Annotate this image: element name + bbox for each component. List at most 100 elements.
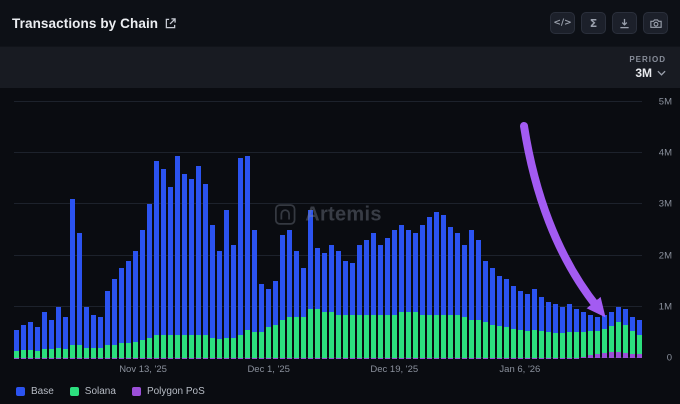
bar-oct-28[interactable] [28, 102, 33, 358]
bar-jan-14[interactable] [574, 102, 579, 358]
bar-jan-16[interactable] [588, 102, 593, 358]
bar-jan-6[interactable] [518, 102, 523, 358]
bar-jan-22[interactable] [630, 102, 635, 358]
bar-dec-30[interactable] [469, 102, 474, 358]
screenshot-button[interactable] [643, 12, 668, 34]
bar-nov-24[interactable] [217, 102, 222, 358]
bar-dec-29[interactable] [462, 102, 467, 358]
bar-nov-8[interactable] [105, 102, 110, 358]
bar-nov-18[interactable] [175, 102, 180, 358]
bar-nov-10[interactable] [119, 102, 124, 358]
bar-nov-27[interactable] [238, 102, 243, 358]
bar-dec-20[interactable] [399, 102, 404, 358]
bar-dec-15[interactable] [364, 102, 369, 358]
bar-dec-6[interactable] [301, 102, 306, 358]
bar-jan-20[interactable] [616, 102, 621, 358]
bars-container[interactable] [14, 102, 642, 358]
bar-nov-21[interactable] [196, 102, 201, 358]
period-select[interactable]: 3M [635, 66, 666, 80]
bar-dec-5[interactable] [294, 102, 299, 358]
bar-nov-11[interactable] [126, 102, 131, 358]
bar-dec-14[interactable] [357, 102, 362, 358]
bar-jan-3[interactable] [497, 102, 502, 358]
bar-dec-23[interactable] [420, 102, 425, 358]
bar-dec-7[interactable] [308, 102, 313, 358]
bar-dec-1[interactable] [266, 102, 271, 358]
bar-jan-17[interactable] [595, 102, 600, 358]
bar-dec-16[interactable] [371, 102, 376, 358]
bar-jan-13[interactable] [567, 102, 572, 358]
bar-oct-30[interactable] [42, 102, 47, 358]
bar-nov-28[interactable] [245, 102, 250, 358]
formula-button[interactable]: Σ [581, 12, 606, 34]
bar-dec-19[interactable] [392, 102, 397, 358]
bar-dec-28[interactable] [455, 102, 460, 358]
bar-nov-3[interactable] [70, 102, 75, 358]
bar-jan-23[interactable] [637, 102, 642, 358]
bar-dec-25[interactable] [434, 102, 439, 358]
bar-jan-18[interactable] [602, 102, 607, 358]
external-link-icon[interactable] [165, 17, 176, 29]
bar-jan-15[interactable] [581, 102, 586, 358]
bar-nov-6[interactable] [91, 102, 96, 358]
bar-nov-14[interactable] [147, 102, 152, 358]
bar-jan-8[interactable] [532, 102, 537, 358]
bar-dec-13[interactable] [350, 102, 355, 358]
bar-nov-25[interactable] [224, 102, 229, 358]
bar-nov-30[interactable] [259, 102, 264, 358]
legend-item-solana[interactable]: Solana [69, 386, 116, 397]
bar-dec-26[interactable] [441, 102, 446, 358]
bar-nov-26[interactable] [231, 102, 236, 358]
bar-nov-5[interactable] [84, 102, 89, 358]
bar-nov-9[interactable] [112, 102, 117, 358]
bar-jan-2[interactable] [490, 102, 495, 358]
bar-dec-31[interactable] [476, 102, 481, 358]
bar-nov-29[interactable] [252, 102, 257, 358]
legend-item-polygon-pos[interactable]: Polygon PoS [131, 386, 205, 397]
bar-dec-24[interactable] [427, 102, 432, 358]
bar-jan-10[interactable] [546, 102, 551, 358]
bar-nov-7[interactable] [98, 102, 103, 358]
bar-dec-10[interactable] [329, 102, 334, 358]
bar-jan-7[interactable] [525, 102, 530, 358]
bar-jan-12[interactable] [560, 102, 565, 358]
bar-dec-9[interactable] [322, 102, 327, 358]
legend-item-base[interactable]: Base [16, 386, 54, 397]
bar-oct-31[interactable] [49, 102, 54, 358]
bar-jan-5[interactable] [511, 102, 516, 358]
bar-dec-21[interactable] [406, 102, 411, 358]
bar-dec-12[interactable] [343, 102, 348, 358]
embed-code-button[interactable]: </> [550, 12, 575, 34]
bar-nov-12[interactable] [133, 102, 138, 358]
bar-nov-4[interactable] [77, 102, 82, 358]
bar-nov-23[interactable] [210, 102, 215, 358]
bar-jan-19[interactable] [609, 102, 614, 358]
bar-nov-17[interactable] [168, 102, 173, 358]
bar-jan-11[interactable] [553, 102, 558, 358]
bar-jan-9[interactable] [539, 102, 544, 358]
bar-nov-22[interactable] [203, 102, 208, 358]
bar-nov-19[interactable] [182, 102, 187, 358]
bar-dec-27[interactable] [448, 102, 453, 358]
bar-dec-11[interactable] [336, 102, 341, 358]
download-button[interactable] [612, 12, 637, 34]
bar-dec-4[interactable] [287, 102, 292, 358]
bar-jan-1[interactable] [483, 102, 488, 358]
bar-nov-15[interactable] [154, 102, 159, 358]
bar-oct-27[interactable] [21, 102, 26, 358]
bar-dec-8[interactable] [315, 102, 320, 358]
bar-nov-2[interactable] [63, 102, 68, 358]
bar-nov-13[interactable] [140, 102, 145, 358]
bar-dec-3[interactable] [280, 102, 285, 358]
bar-jan-21[interactable] [623, 102, 628, 358]
bar-oct-29[interactable] [35, 102, 40, 358]
bar-dec-17[interactable] [378, 102, 383, 358]
bar-dec-2[interactable] [273, 102, 278, 358]
bar-jan-4[interactable] [504, 102, 509, 358]
bar-nov-16[interactable] [161, 102, 166, 358]
bar-dec-22[interactable] [413, 102, 418, 358]
bar-oct-26[interactable] [14, 102, 19, 358]
bar-nov-1[interactable] [56, 102, 61, 358]
bar-nov-20[interactable] [189, 102, 194, 358]
bar-dec-18[interactable] [385, 102, 390, 358]
